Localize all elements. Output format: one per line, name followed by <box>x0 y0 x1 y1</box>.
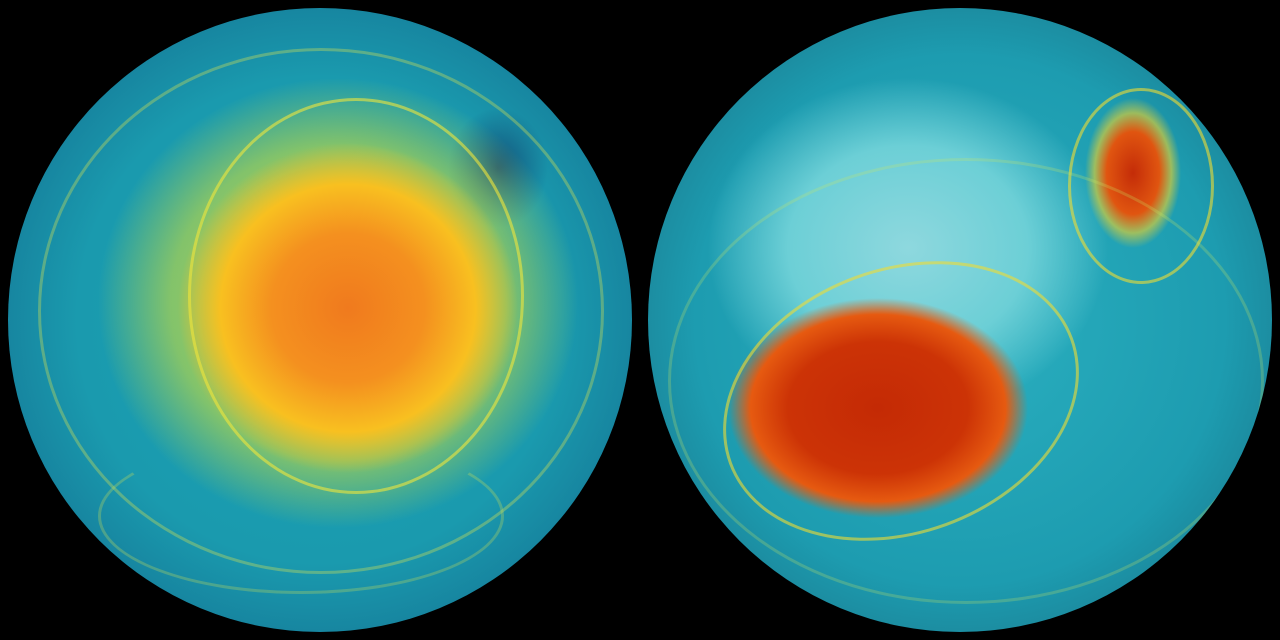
right-globe <box>648 8 1272 632</box>
left-globe <box>8 8 632 632</box>
swirl-band <box>188 98 524 494</box>
swirl-band <box>668 158 1264 604</box>
swirl-band <box>98 438 504 594</box>
